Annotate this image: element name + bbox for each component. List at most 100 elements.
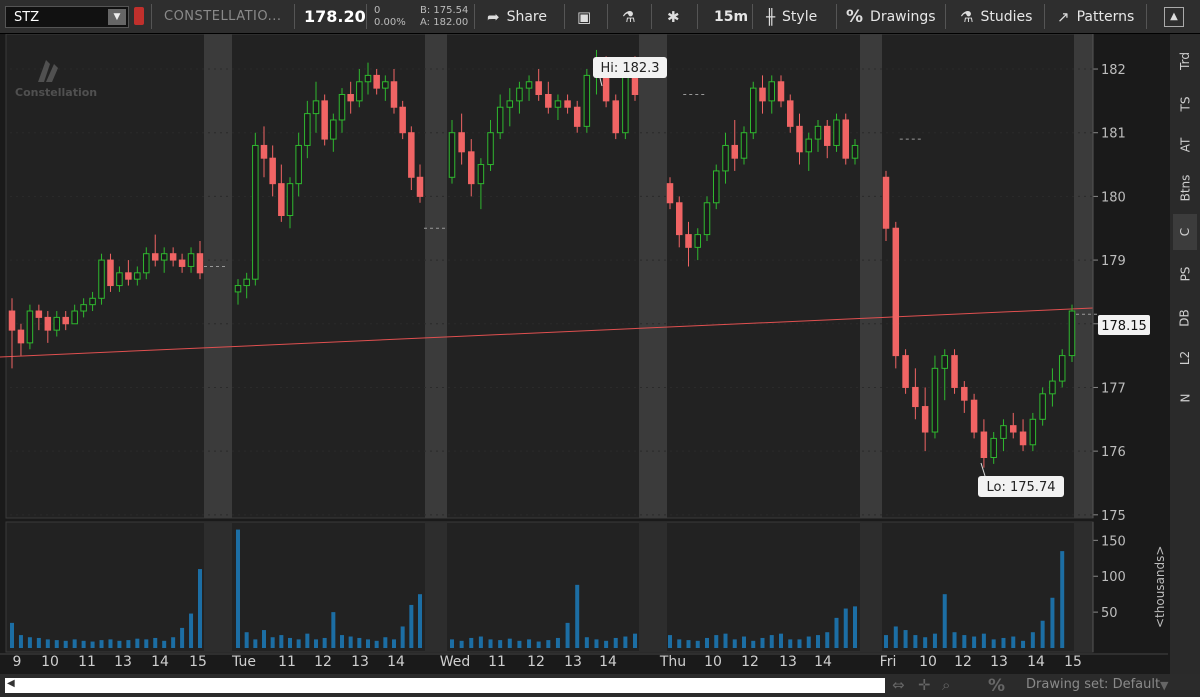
- sidebar-tab-btns[interactable]: Btns: [1173, 170, 1197, 206]
- candle: [951, 355, 958, 388]
- candle: [882, 176, 890, 229]
- collapse-icon: ▲: [1164, 6, 1184, 27]
- time-axis-label: 10: [704, 654, 722, 670]
- scroll-left-icon[interactable]: ◀: [7, 678, 15, 689]
- candle: [833, 119, 840, 146]
- company-logo: Constellation: [15, 60, 97, 99]
- time-axis-label: 12: [954, 654, 972, 670]
- sidebar-tab-ps[interactable]: PS: [1173, 256, 1197, 292]
- sidebar-tab-n[interactable]: N: [1173, 380, 1197, 416]
- candle: [892, 227, 900, 357]
- sidebar-tab-at[interactable]: AT: [1173, 127, 1197, 163]
- volume-bar: [668, 635, 672, 648]
- volume-bar: [340, 635, 344, 648]
- sidebar-tab-label: PS: [1177, 266, 1192, 282]
- sidebar-tab-label: C: [1177, 227, 1192, 237]
- time-axis-label: 13: [351, 654, 369, 670]
- volume-bar: [594, 639, 599, 648]
- volume-bar: [760, 637, 765, 648]
- volume-bar: [695, 640, 700, 648]
- candle: [666, 183, 674, 204]
- studies-label: Studies: [980, 8, 1033, 25]
- time-axis-label: 15: [189, 654, 207, 670]
- volume-bar: [383, 637, 388, 648]
- chevron-down-icon[interactable]: ▼: [108, 9, 126, 25]
- share-label: Share: [506, 8, 547, 25]
- volume-bar: [99, 640, 104, 648]
- style-button[interactable]: ╫ Style: [766, 0, 817, 33]
- trendline: [0, 307, 1094, 358]
- volume-bar: [991, 639, 996, 648]
- volume-bar: [288, 637, 292, 648]
- volume-bar: [189, 613, 194, 648]
- sidebar-tab-db[interactable]: DB: [1173, 300, 1197, 336]
- drawing-set-label[interactable]: Drawing set: Default: [1026, 677, 1161, 692]
- last-price: 178.20: [304, 7, 366, 26]
- candle: [573, 106, 581, 127]
- chevron-down-icon[interactable]: ▼: [1160, 679, 1169, 692]
- patterns-button[interactable]: ↗ Patterns: [1057, 0, 1134, 33]
- candle: [26, 310, 34, 344]
- candle: [98, 259, 105, 299]
- volume-tick-label: 50: [1101, 606, 1118, 621]
- candle: [321, 100, 328, 140]
- volume-bar: [478, 636, 483, 648]
- drawings-button[interactable]: % Drawings: [846, 0, 936, 33]
- price-chart-area[interactable]: 18218118017917817717617515010050<thousan…: [0, 33, 1168, 674]
- time-axis-label: Tue: [231, 654, 256, 670]
- snapshot-button[interactable]: ▣: [577, 0, 598, 33]
- timeframe-button[interactable]: 15m: [714, 8, 749, 25]
- candle: [338, 94, 346, 121]
- sidebar-tab-ts[interactable]: TS: [1173, 86, 1197, 122]
- volume-bar: [686, 640, 691, 648]
- sidebar-tab-trd[interactable]: Trd: [1173, 43, 1197, 79]
- volume-bar: [677, 639, 682, 648]
- candle: [851, 144, 859, 159]
- divider: [836, 4, 837, 29]
- time-axis-label: 10: [919, 654, 937, 670]
- collapse-button[interactable]: ▲: [1158, 0, 1190, 33]
- volume-bar: [279, 635, 284, 648]
- net-change: 0: [374, 4, 381, 16]
- price-tick-label: 181: [1101, 127, 1126, 142]
- candle: [286, 183, 294, 217]
- volume-bar: [144, 639, 149, 648]
- candle: [143, 253, 150, 274]
- candle: [356, 81, 363, 102]
- candle: [516, 87, 523, 102]
- settings-button[interactable]: ✱: [667, 0, 687, 33]
- volume-bar: [546, 640, 551, 648]
- session-gap-band: [860, 34, 882, 518]
- alert-flag-icon[interactable]: [134, 7, 144, 25]
- zoom-icon[interactable]: ⌕: [942, 676, 951, 694]
- candle: [713, 170, 720, 204]
- drag-icon[interactable]: ⇔: [892, 676, 905, 694]
- share-button[interactable]: ➦ Share: [487, 0, 547, 33]
- sidebar-tab-c[interactable]: C: [1173, 214, 1197, 250]
- volume-bar: [843, 608, 848, 648]
- volume-bar: [348, 636, 353, 648]
- volume-bar: [806, 636, 811, 648]
- time-scrollbar[interactable]: ◀: [5, 678, 885, 693]
- volume-bar: [788, 639, 793, 648]
- candle: [1058, 355, 1066, 382]
- flask-button[interactable]: ⚗: [622, 0, 642, 33]
- volume-bar: [714, 635, 719, 648]
- sidebar-tab-l2[interactable]: L2: [1173, 340, 1197, 376]
- candle: [151, 253, 159, 261]
- studies-button[interactable]: ⚗ Studies: [960, 0, 1032, 33]
- volume-bar: [27, 637, 32, 648]
- price-tick-label: 177: [1101, 381, 1126, 396]
- percent-icon[interactable]: %: [988, 676, 1006, 696]
- volume-bar: [834, 617, 839, 648]
- volume-bar: [331, 612, 336, 648]
- crosshair-icon[interactable]: ✛: [918, 676, 931, 694]
- chart-canvas[interactable]: 18218118017917817717617515010050<thousan…: [0, 33, 1168, 674]
- chart-toolbar: STZ ▼ CONSTELLATIO... 178.20 0 0.00% B: …: [0, 0, 1200, 34]
- time-axis-label: 11: [78, 654, 96, 670]
- volume-bar: [613, 637, 618, 648]
- symbol-selector[interactable]: STZ ▼: [5, 6, 129, 28]
- volume-bar: [180, 627, 185, 648]
- company-name: CONSTELLATIO...: [164, 9, 282, 24]
- volume-bar: [705, 637, 709, 648]
